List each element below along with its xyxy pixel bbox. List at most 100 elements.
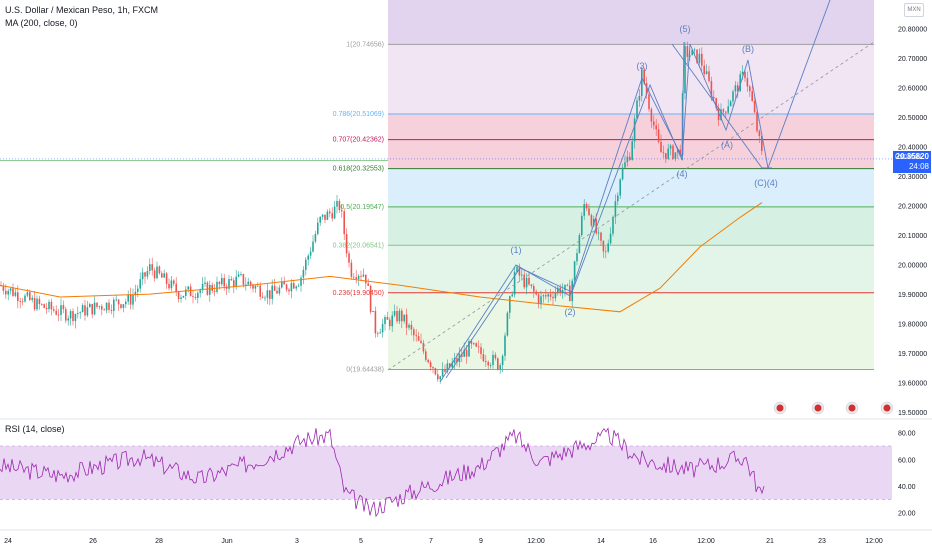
candle-body xyxy=(249,281,252,286)
candle-body xyxy=(276,290,278,294)
candle-body xyxy=(645,83,648,95)
candle-body xyxy=(139,279,141,289)
candle-body xyxy=(69,311,72,319)
candle-body xyxy=(259,285,261,297)
fib-zone-0.618 xyxy=(388,168,874,207)
candle-body xyxy=(657,129,660,142)
candle-body xyxy=(7,290,9,295)
candle-body xyxy=(549,294,552,297)
candle-body xyxy=(245,284,247,286)
candle-body xyxy=(434,368,437,375)
candle-body xyxy=(451,362,453,368)
candle-body xyxy=(691,49,693,56)
candle-body xyxy=(53,309,55,311)
candle-body xyxy=(506,312,509,336)
candle-body xyxy=(115,299,117,301)
candle-body xyxy=(285,284,288,290)
price-tick-label: 20.00000 xyxy=(898,263,927,270)
candle-body xyxy=(67,318,69,321)
candle-body xyxy=(477,346,480,348)
candle-body xyxy=(653,121,655,126)
time-tick-label: Jun xyxy=(221,538,232,545)
candle-body xyxy=(504,335,506,356)
candle-body xyxy=(156,266,158,279)
candle-body xyxy=(413,329,415,336)
candle-body xyxy=(725,111,727,113)
elliott-wave-primary xyxy=(439,41,685,383)
candle-body xyxy=(146,270,149,277)
time-tick-label: 21 xyxy=(766,538,774,545)
candle-body xyxy=(624,162,626,168)
candle-body xyxy=(98,306,101,308)
candle-body xyxy=(233,280,235,287)
badge-symbol: USDMXN xyxy=(895,155,922,161)
fib-label-0.382: 0.382(20.06541) xyxy=(333,242,384,249)
candle-body xyxy=(43,304,45,308)
candle-body xyxy=(204,282,206,284)
candle-body xyxy=(398,310,401,322)
candle-body xyxy=(530,284,533,287)
candle-body xyxy=(444,369,446,372)
candle-body xyxy=(437,374,439,380)
candle-body xyxy=(480,347,482,355)
candle-body xyxy=(717,107,720,121)
candle-body xyxy=(151,264,153,271)
candle-body xyxy=(41,304,43,305)
candle-body xyxy=(141,272,144,280)
candle-body xyxy=(211,284,213,291)
candle-body xyxy=(240,274,242,275)
candle-body xyxy=(415,335,417,337)
currency-button[interactable]: MXN xyxy=(904,3,924,17)
candle-body xyxy=(158,266,161,274)
candle-body xyxy=(739,74,741,92)
candle-body xyxy=(333,206,336,219)
elliott-label: (5) xyxy=(680,24,691,34)
candle-body xyxy=(134,291,137,296)
fib-label-0.5: 0.5(20.19547) xyxy=(340,204,384,211)
candle-body xyxy=(417,336,420,341)
candle-body xyxy=(665,153,667,159)
candle-body xyxy=(317,222,319,234)
candle-body xyxy=(540,296,542,304)
candle-body xyxy=(55,310,57,315)
candle-body xyxy=(734,85,737,92)
candle-body xyxy=(122,304,125,308)
candle-body xyxy=(321,214,324,217)
candle-body xyxy=(693,49,696,51)
candle-body xyxy=(297,285,300,287)
candle-body xyxy=(468,341,470,357)
candle-body xyxy=(343,211,345,235)
candle-body xyxy=(585,204,588,209)
candle-body xyxy=(266,290,269,298)
candle-body xyxy=(192,296,194,298)
candle-body xyxy=(19,301,21,302)
candle-body xyxy=(374,310,377,334)
candle-body xyxy=(261,296,264,298)
candle-body xyxy=(396,311,398,322)
candle-body xyxy=(456,358,458,363)
candle-body xyxy=(127,294,129,302)
price-tick-label: 20.60000 xyxy=(898,86,927,93)
candle-body xyxy=(271,285,273,299)
candle-body xyxy=(144,272,146,277)
candle-body xyxy=(465,349,468,357)
candle-body xyxy=(5,290,7,295)
candle-body xyxy=(31,297,33,300)
time-tick-label: 26 xyxy=(89,538,97,545)
elliott-label: (4) xyxy=(677,169,688,179)
candle-body xyxy=(617,195,619,202)
candle-body xyxy=(84,305,86,316)
rsi-tick-label: 80.00 xyxy=(898,431,916,438)
candle-body xyxy=(26,292,29,296)
candle-body xyxy=(511,294,513,297)
candle-body xyxy=(242,274,245,285)
candle-body xyxy=(588,208,590,216)
candle-body xyxy=(305,259,307,270)
candle-body xyxy=(461,353,463,357)
candle-body xyxy=(626,156,629,163)
time-tick-label: 23 xyxy=(818,538,826,545)
candle-body xyxy=(187,286,189,290)
last-price-badge: USDMXN 20.35820 24:08 xyxy=(893,151,931,173)
candle-body xyxy=(197,292,199,299)
